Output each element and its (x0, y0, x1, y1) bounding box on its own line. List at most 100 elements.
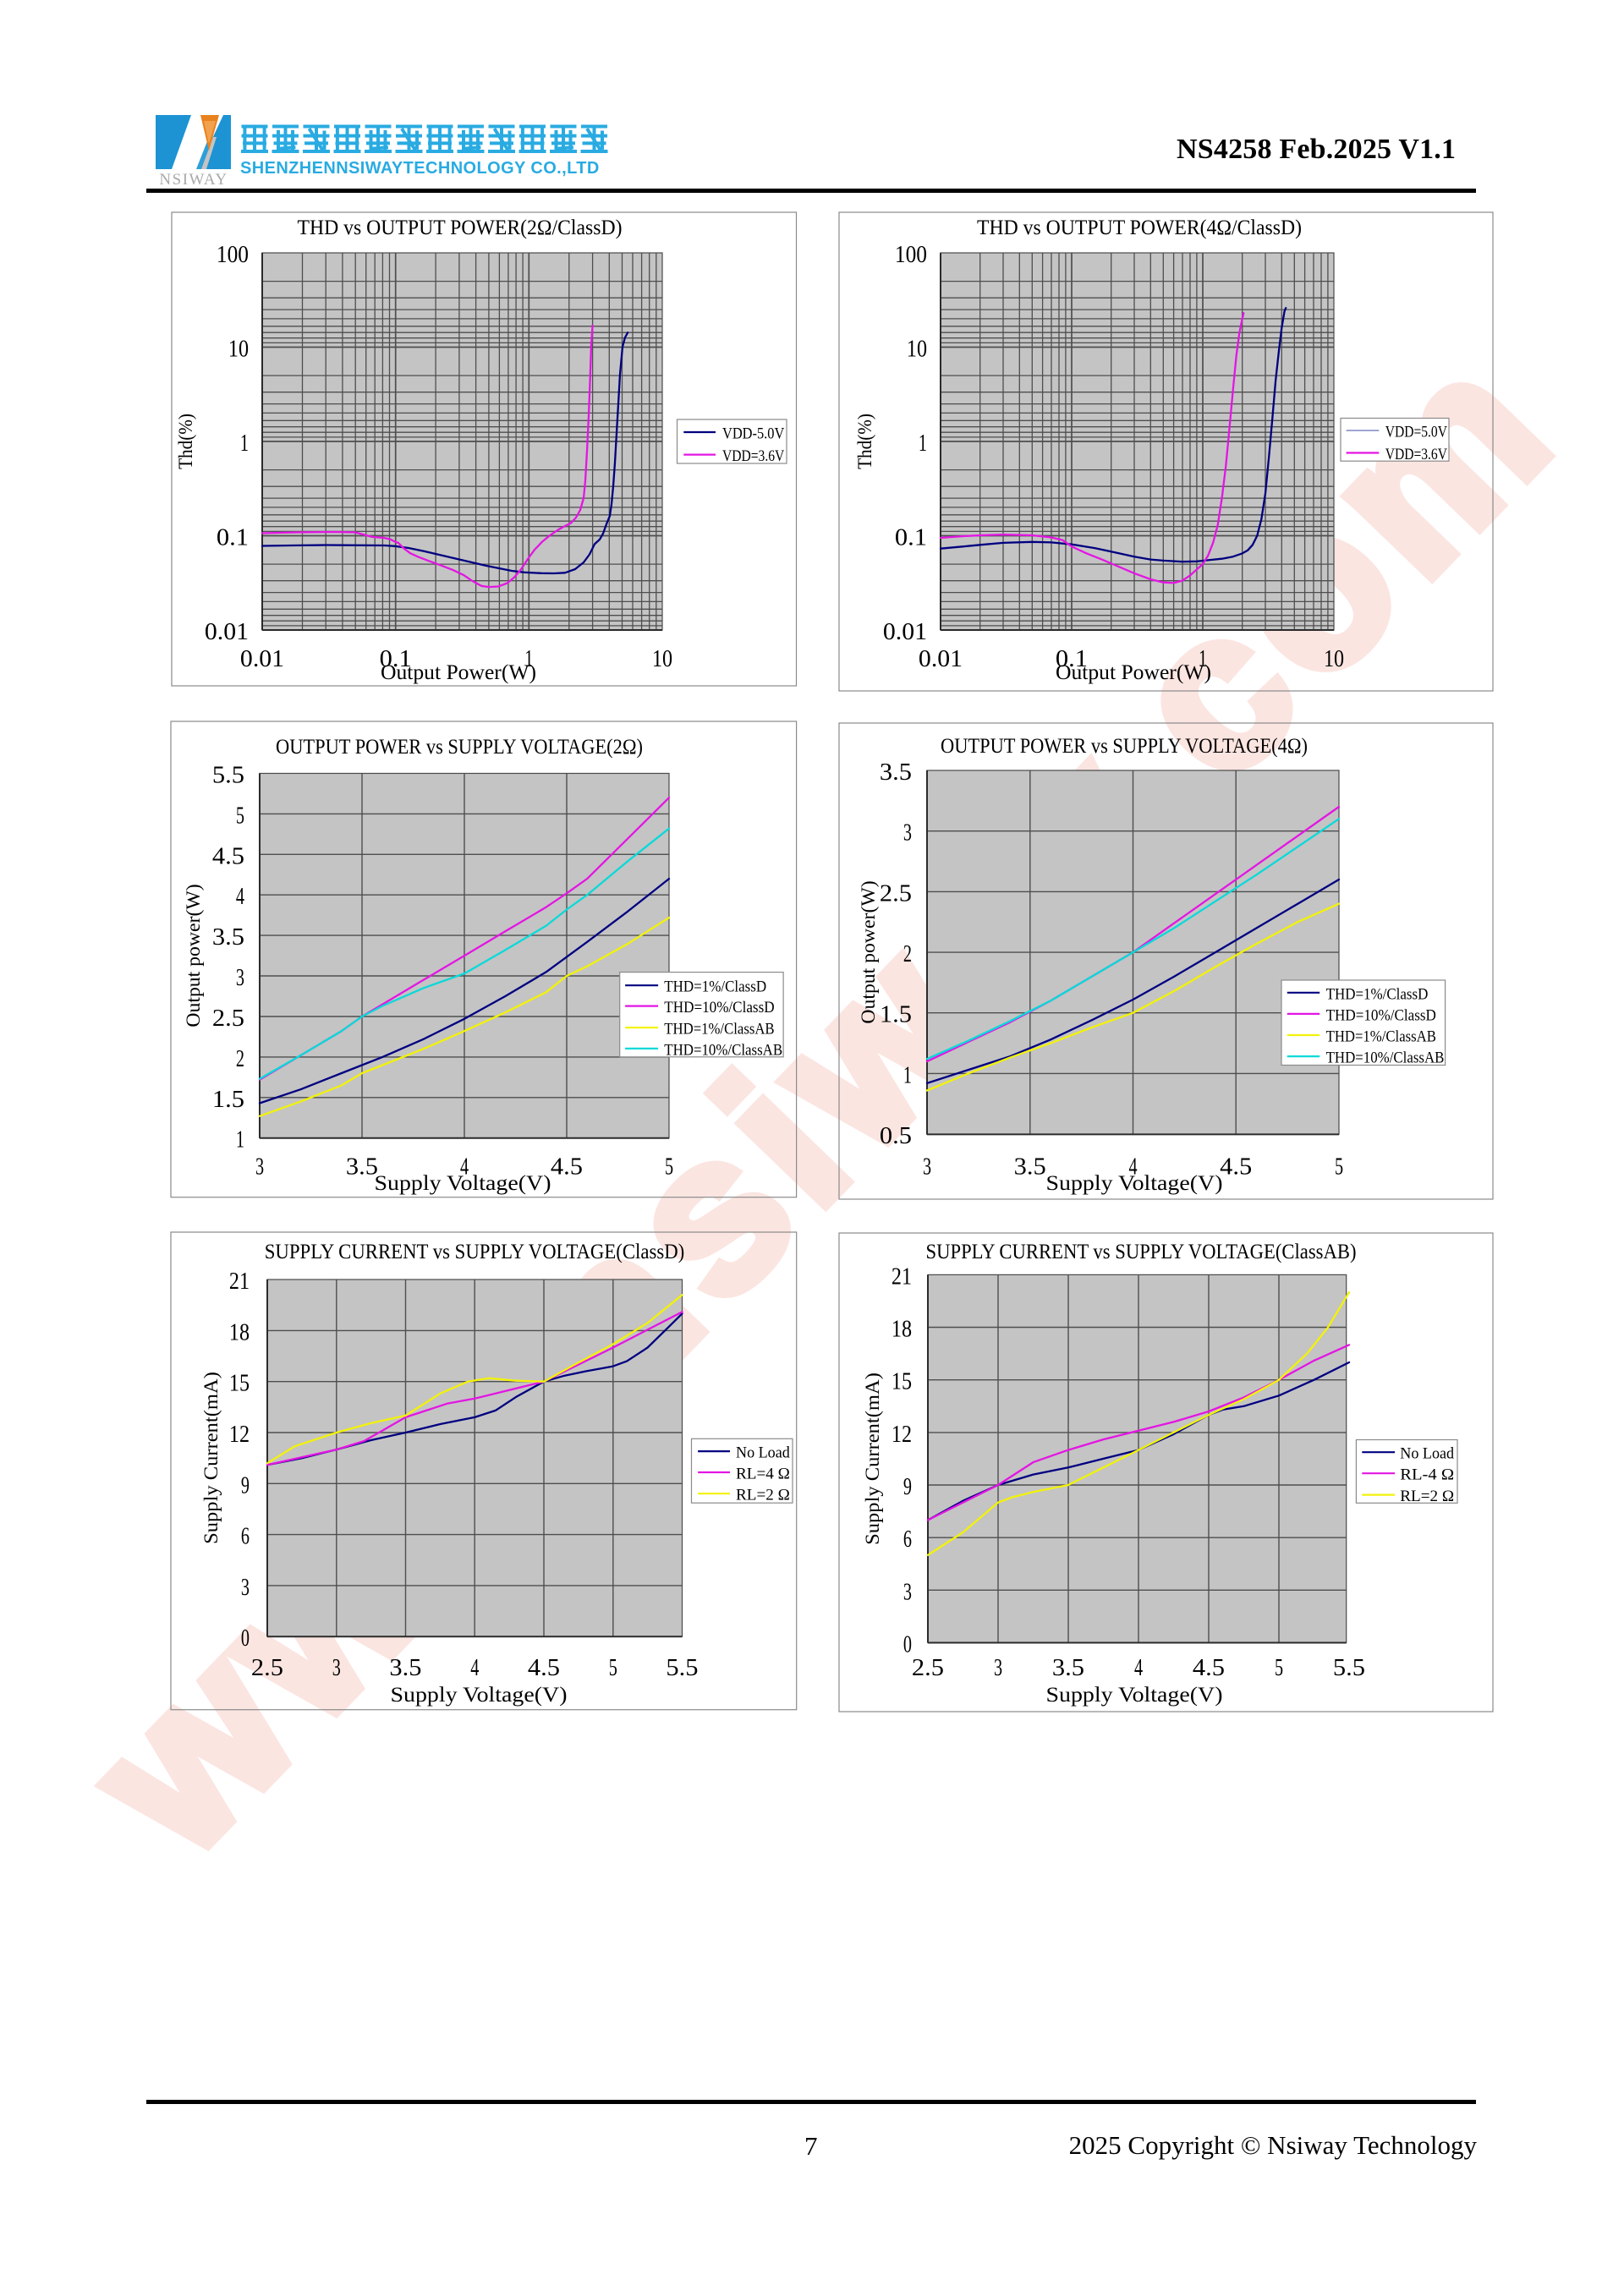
svg-text:4: 4 (236, 884, 244, 910)
svg-text:THD=10%/ClassAB: THD=10%/ClassAB (664, 1041, 782, 1059)
svg-text:OUTPUT POWER vs SUPPLY VOLTAGE: OUTPUT POWER vs SUPPLY VOLTAGE(2Ω) (276, 736, 643, 759)
svg-text:1: 1 (524, 646, 533, 672)
svg-text:Thd(%): Thd(%) (175, 414, 196, 469)
svg-text:Supply Current(mA): Supply Current(mA) (200, 1372, 222, 1544)
svg-text:5: 5 (1335, 1154, 1343, 1181)
svg-text:2: 2 (236, 1046, 244, 1072)
svg-text:No Load: No Load (736, 1444, 790, 1462)
svg-text:4: 4 (470, 1655, 479, 1681)
svg-text:10: 10 (228, 337, 249, 363)
svg-text:OUTPUT POWER vs SUPPLY VOLTAGE: OUTPUT POWER vs SUPPLY VOLTAGE(4Ω) (941, 735, 1308, 758)
svg-text:21: 21 (229, 1269, 250, 1295)
svg-text:0: 0 (903, 1632, 912, 1658)
svg-text:0.01: 0.01 (205, 619, 249, 645)
svg-text:1: 1 (903, 1062, 912, 1088)
svg-text:21: 21 (892, 1263, 912, 1290)
svg-text:1.5: 1.5 (212, 1087, 244, 1113)
svg-text:3.5: 3.5 (346, 1154, 378, 1181)
svg-text:2.5: 2.5 (251, 1655, 283, 1681)
svg-text:Thd(%): Thd(%) (854, 414, 875, 469)
svg-text:100: 100 (895, 242, 927, 268)
svg-text:0.01: 0.01 (240, 646, 284, 672)
svg-text:Supply Current(mA): Supply Current(mA) (862, 1373, 883, 1545)
svg-text:Supply Voltage(V): Supply Voltage(V) (375, 1172, 551, 1195)
svg-text:0.5: 0.5 (880, 1123, 912, 1149)
svg-text:0.1: 0.1 (1056, 646, 1088, 672)
svg-text:12: 12 (892, 1422, 912, 1448)
svg-text:0.1: 0.1 (380, 646, 412, 672)
svg-text:1: 1 (1199, 646, 1207, 672)
svg-text:18: 18 (229, 1319, 250, 1345)
svg-text:3: 3 (903, 1579, 912, 1605)
svg-text:VDD=5.0V: VDD=5.0V (1385, 424, 1448, 441)
svg-text:3: 3 (994, 1655, 1002, 1681)
svg-text:3: 3 (923, 1154, 931, 1181)
svg-text:RL=2 Ω: RL=2 Ω (736, 1487, 790, 1504)
svg-text:2.5: 2.5 (880, 880, 912, 907)
svg-text:3.5: 3.5 (389, 1655, 421, 1681)
svg-text:THD=10%/ClassD: THD=10%/ClassD (1326, 1006, 1436, 1024)
svg-text:5: 5 (236, 803, 244, 829)
svg-text:Supply Voltage(V): Supply Voltage(V) (391, 1684, 568, 1707)
svg-text:5: 5 (1275, 1655, 1283, 1681)
svg-text:9: 9 (903, 1474, 912, 1500)
svg-text:4.5: 4.5 (528, 1655, 560, 1681)
svg-text:1.5: 1.5 (880, 1002, 912, 1028)
svg-text:10: 10 (652, 646, 672, 672)
svg-text:4.5: 4.5 (1220, 1154, 1252, 1181)
svg-text:0.1: 0.1 (217, 525, 249, 551)
svg-text:4.5: 4.5 (212, 843, 244, 869)
svg-text:4: 4 (1128, 1154, 1137, 1181)
svg-text:6: 6 (241, 1524, 250, 1550)
svg-text:VDD=3.6V: VDD=3.6V (722, 447, 785, 465)
svg-text:15: 15 (229, 1371, 250, 1397)
svg-text:1: 1 (919, 430, 927, 457)
svg-text:3.5: 3.5 (1014, 1154, 1046, 1181)
svg-text:RL=2 Ω: RL=2 Ω (1400, 1488, 1454, 1505)
svg-text:5.5: 5.5 (1333, 1655, 1365, 1681)
svg-text:3: 3 (255, 1154, 264, 1181)
svg-text:1: 1 (240, 430, 249, 457)
svg-text:RL=4 Ω: RL=4 Ω (736, 1466, 790, 1483)
svg-text:5: 5 (609, 1655, 617, 1681)
svg-text:VDD=3.6V: VDD=3.6V (1385, 446, 1448, 463)
svg-text:Supply Voltage(V): Supply Voltage(V) (1046, 1172, 1223, 1195)
svg-text:3.5: 3.5 (880, 759, 912, 786)
svg-text:0: 0 (241, 1625, 250, 1652)
svg-text:5.5: 5.5 (212, 763, 244, 789)
svg-text:0.01: 0.01 (883, 619, 927, 645)
svg-text:3: 3 (903, 820, 912, 847)
svg-text:No Load: No Load (1400, 1445, 1454, 1463)
svg-text:3: 3 (241, 1575, 250, 1601)
svg-text:Output Power(W): Output Power(W) (1056, 661, 1211, 684)
svg-text:THD vs OUTPUT POWER(4Ω/ClassD): THD vs OUTPUT POWER(4Ω/ClassD) (977, 216, 1302, 239)
svg-text:1: 1 (236, 1127, 244, 1153)
svg-text:5: 5 (665, 1154, 673, 1181)
svg-text:Output power(W): Output power(W) (183, 884, 204, 1027)
svg-text:4.5: 4.5 (551, 1154, 583, 1181)
svg-text:2.5: 2.5 (212, 1006, 244, 1032)
svg-text:4: 4 (460, 1154, 469, 1181)
svg-text:4: 4 (1134, 1655, 1143, 1681)
svg-text:5.5: 5.5 (666, 1655, 698, 1681)
svg-text:Supply Voltage(V): Supply Voltage(V) (1046, 1684, 1223, 1707)
svg-text:2: 2 (903, 941, 912, 967)
svg-text:3: 3 (236, 965, 244, 991)
svg-text:THD=1%/ClassD: THD=1%/ClassD (1326, 985, 1429, 1003)
svg-text:10: 10 (1324, 646, 1344, 672)
svg-text:Output power(W): Output power(W) (858, 880, 879, 1023)
svg-text:100: 100 (217, 242, 249, 268)
svg-text:Output Power(W): Output Power(W) (381, 661, 536, 684)
svg-text:2.5: 2.5 (912, 1655, 944, 1681)
svg-text:12: 12 (229, 1422, 250, 1448)
svg-text:0.1: 0.1 (895, 525, 927, 551)
svg-text:THD vs OUTPUT POWER(2Ω/ClassD): THD vs OUTPUT POWER(2Ω/ClassD) (298, 216, 623, 239)
svg-text:4.5: 4.5 (1193, 1655, 1225, 1681)
svg-text:RL-4 Ω: RL-4 Ω (1400, 1466, 1454, 1484)
svg-text:18: 18 (892, 1317, 912, 1343)
svg-text:9: 9 (241, 1472, 250, 1499)
svg-text:3.5: 3.5 (1052, 1655, 1084, 1681)
svg-text:THD=10%/ClassAB: THD=10%/ClassAB (1326, 1049, 1445, 1067)
svg-text:THD=10%/ClassD: THD=10%/ClassD (664, 999, 774, 1016)
svg-text:3: 3 (332, 1655, 341, 1681)
